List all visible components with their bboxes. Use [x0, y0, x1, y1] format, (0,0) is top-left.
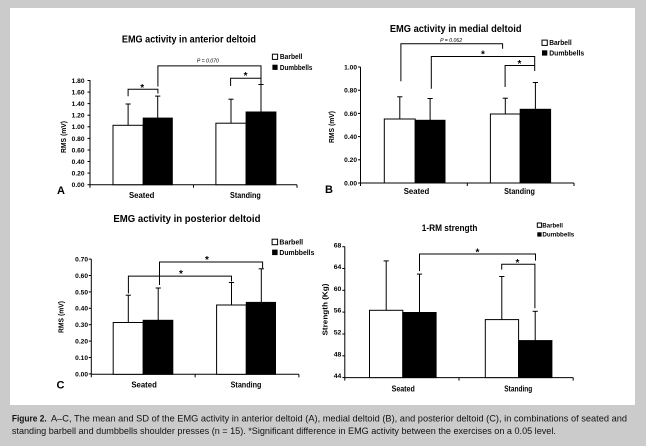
svg-text:*: *: [481, 50, 485, 61]
svg-text:0.70: 0.70: [75, 257, 88, 264]
svg-text:0.00: 0.00: [344, 180, 357, 187]
svg-text:*: *: [179, 269, 183, 280]
svg-text:0.40: 0.40: [75, 306, 88, 313]
svg-text:0.80: 0.80: [344, 88, 357, 95]
svg-text:C: C: [57, 380, 65, 392]
svg-text:*: *: [518, 59, 522, 70]
svg-text:Barbell: Barbell: [279, 238, 303, 247]
svg-text:Dumbbells: Dumbbells: [542, 232, 574, 239]
svg-text:60: 60: [334, 286, 342, 293]
svg-text:0.40: 0.40: [72, 159, 85, 166]
svg-text:Seated: Seated: [404, 186, 430, 196]
svg-text:EMG activity in anterior delto: EMG activity in anterior deltoid: [122, 35, 256, 46]
svg-text:44: 44: [334, 373, 342, 380]
svg-text:RMS (mV): RMS (mV): [327, 111, 336, 143]
svg-text:*: *: [515, 258, 519, 269]
svg-text:64: 64: [334, 264, 342, 271]
svg-text:Barbell: Barbell: [280, 52, 303, 61]
svg-text:Standing: Standing: [504, 384, 532, 394]
svg-text:0.00: 0.00: [72, 182, 85, 189]
svg-text:Seated: Seated: [131, 379, 157, 389]
svg-text:Barbell: Barbell: [542, 222, 563, 229]
svg-text:RMS (mV): RMS (mV): [59, 121, 68, 153]
svg-text:1-RM strength: 1-RM strength: [422, 223, 478, 234]
svg-text:0.00: 0.00: [75, 371, 88, 378]
svg-text:1.00: 1.00: [72, 124, 85, 131]
svg-text:Standing: Standing: [231, 379, 262, 389]
svg-text:Seated: Seated: [129, 190, 155, 200]
svg-text:Standing: Standing: [230, 190, 261, 200]
svg-text:0.20: 0.20: [72, 171, 85, 178]
svg-text:P = 0.070: P = 0.070: [197, 58, 220, 64]
svg-text:Barbell: Barbell: [549, 38, 572, 47]
svg-text:*: *: [140, 83, 144, 94]
svg-text:EMG activity in medial deltoid: EMG activity in medial deltoid: [390, 24, 522, 35]
svg-text:P = 0.062: P = 0.062: [440, 38, 463, 44]
svg-text:RMS (mV): RMS (mV): [57, 301, 66, 333]
svg-text:0.40: 0.40: [344, 134, 357, 141]
svg-text:68: 68: [334, 242, 342, 249]
svg-text:1.40: 1.40: [72, 101, 85, 108]
svg-text:0.20: 0.20: [75, 339, 88, 346]
svg-text:1.60: 1.60: [72, 90, 85, 97]
svg-text:Dumbbells: Dumbbells: [280, 63, 313, 72]
svg-text:*: *: [205, 255, 209, 266]
svg-text:56: 56: [334, 308, 342, 315]
svg-text:0.60: 0.60: [75, 273, 88, 280]
svg-text:0.50: 0.50: [75, 289, 88, 296]
svg-text:*: *: [476, 248, 480, 259]
svg-text:Figure 2.A–C, The mean and SD: Figure 2. A–C, The mean and SD of the EMG…: [12, 414, 627, 424]
svg-text:Strength (Kg): Strength (Kg): [323, 284, 330, 336]
svg-text:0.10: 0.10: [75, 355, 88, 362]
svg-text:52: 52: [334, 330, 342, 337]
svg-text:Seated: Seated: [392, 384, 415, 394]
svg-text:standing barbell and dumbbells: standing barbell and dumbbells shoulder …: [12, 426, 556, 436]
svg-text:1.80: 1.80: [72, 78, 85, 85]
svg-text:1.00: 1.00: [344, 64, 357, 71]
svg-text:0.60: 0.60: [72, 147, 85, 154]
svg-text:*: *: [244, 71, 248, 82]
svg-text:0.60: 0.60: [344, 111, 357, 118]
svg-text:A: A: [57, 185, 65, 197]
svg-text:0.30: 0.30: [75, 322, 88, 329]
svg-text:Dumbbells: Dumbbells: [549, 48, 584, 57]
svg-text:Dumbbells: Dumbbells: [279, 248, 314, 257]
svg-text:0.20: 0.20: [344, 157, 357, 164]
svg-text:B: B: [325, 184, 333, 196]
svg-text:Standing: Standing: [504, 186, 535, 196]
svg-text:1.20: 1.20: [72, 113, 85, 120]
svg-text:48: 48: [334, 351, 342, 358]
svg-text:EMG activity in posterior delt: EMG activity in posterior deltoid: [113, 214, 260, 225]
svg-text:0.80: 0.80: [72, 136, 85, 143]
